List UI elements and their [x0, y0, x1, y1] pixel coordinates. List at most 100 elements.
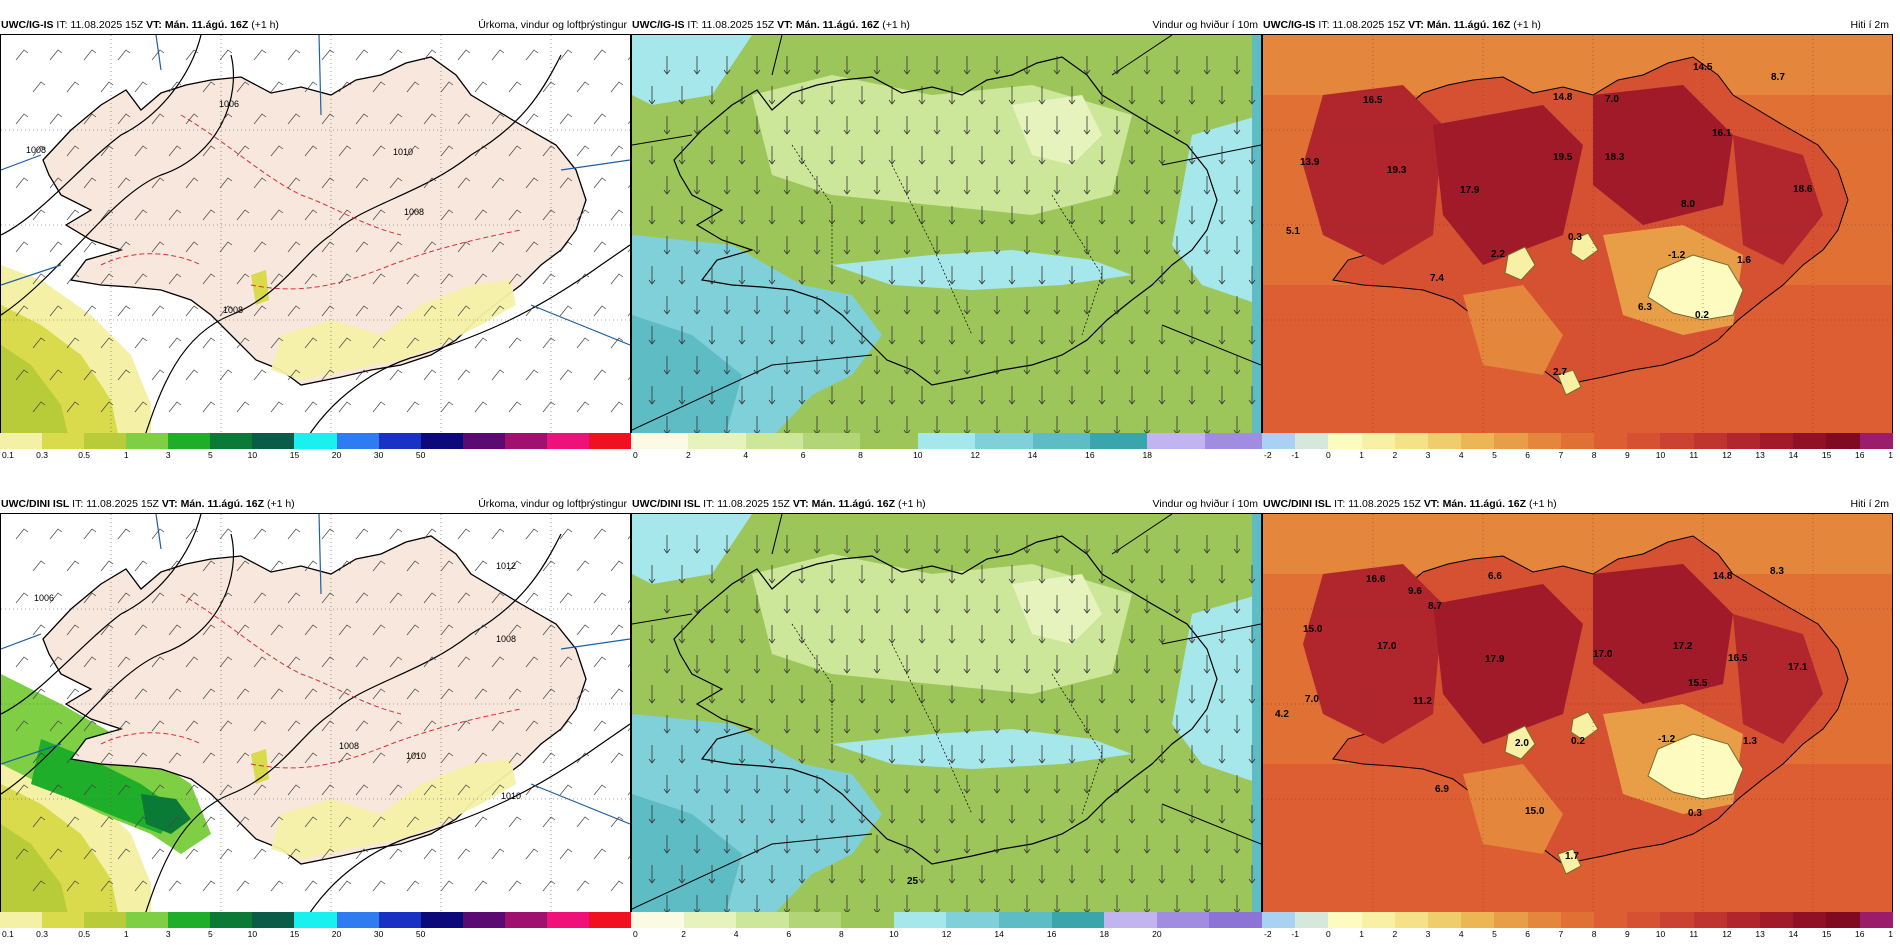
colorbar-swatch — [841, 912, 894, 928]
colorbar-tick-label: 6 — [1525, 450, 1531, 460]
colorbar-tick-label: 10 — [247, 450, 258, 460]
it-prefix: IT: — [56, 19, 71, 31]
colorbar-swatch — [1793, 912, 1827, 928]
colorbar-swatch — [1494, 912, 1528, 928]
temperature-label: 7.0 — [1605, 94, 1619, 105]
panel-title: Úrkoma, vindur og loftþrýstingur — [478, 498, 627, 510]
colorbar-tick-label: 5 — [207, 929, 213, 939]
temperature-label: 7.0 — [1305, 694, 1319, 705]
colorbar-tick-label: -1 — [1291, 450, 1299, 460]
colorbar-tick-label: 0 — [1326, 929, 1331, 939]
colorbar-swatch — [999, 912, 1052, 928]
temp-colorbar-ticks: -2-1012345678910111213141516171819 — [1262, 450, 1893, 462]
colorbar-tick-label: 20 — [1152, 929, 1162, 939]
temperature-label: 6.3 — [1638, 302, 1652, 313]
precip-colorbar-ticks: 0.1 0.3 0.5 1 3 5 10 15 20 30 50 — [0, 929, 631, 941]
precip-map[interactable]: 1006 1008 1008 1010 1012 1010 — [0, 513, 631, 928]
colorbar-swatch — [210, 912, 253, 928]
colorbar-swatch — [1361, 912, 1395, 928]
colorbar-tick-label: 20 — [331, 929, 342, 939]
model-name: UWC/DINI ISL — [632, 498, 701, 510]
temperature-label: 15.0 — [1303, 624, 1323, 635]
temperature-label: 19.3 — [1387, 165, 1407, 176]
colorbar-tick-label: 12 — [970, 450, 980, 460]
model-name: UWC/IG-IS — [632, 19, 685, 31]
temperature-label: 17.1 — [1788, 662, 1808, 673]
temperature-label: 18.6 — [1793, 184, 1813, 195]
graticule — [1263, 514, 1892, 927]
temperature-label: 5.1 — [1286, 226, 1300, 237]
colorbar-swatch — [168, 912, 211, 928]
init-time: 11.08.2025 15Z — [1348, 498, 1421, 510]
temperature-label: 13.9 — [1300, 157, 1320, 168]
colorbar-tick-label: 0.5 — [78, 929, 91, 939]
colorbar-swatch — [546, 912, 589, 928]
colorbar-swatch — [1793, 433, 1827, 449]
colorbar-swatch — [1361, 433, 1395, 449]
temp-map[interactable]: 16.5 14.5 8.7 14.8 7.0 16.1 13.9 19.3 19.5 18.3 17… — [1262, 34, 1893, 449]
colorbar-swatch — [1660, 912, 1694, 928]
colorbar-swatch — [1826, 433, 1860, 449]
colorbar-swatch — [1693, 912, 1727, 928]
colorbar-tick-label: 4 — [1458, 450, 1464, 460]
isobar-label: 1010 — [406, 751, 426, 761]
temp-map[interactable]: 16.6 9.6 6.6 14.8 8.3 15.0 8.7 17.0 17.2 17.9 17.0… — [1262, 513, 1893, 928]
model-name: UWC/DINI ISL — [1, 498, 70, 510]
colorbar-swatch — [1394, 433, 1429, 449]
vt-prefix: VT: — [161, 498, 178, 510]
colorbar-swatch — [462, 433, 505, 449]
colorbar-tick-label: 4 — [1458, 929, 1464, 939]
colorbar-swatch — [1560, 912, 1595, 928]
colorbar-tick-label: 1 — [1359, 450, 1364, 460]
init-time: 11.08.2025 15Z — [86, 498, 159, 510]
colorbar-swatch — [168, 433, 211, 449]
colorbar-swatch — [1594, 433, 1628, 449]
temperature-label: 0.3 — [1568, 232, 1582, 243]
it-prefix: IT: — [72, 498, 87, 510]
colorbar-swatch — [1089, 433, 1148, 449]
colorbar-swatch — [1760, 912, 1794, 928]
colorbar-tick-label: 7 — [1558, 450, 1564, 460]
precip-colorbar — [0, 912, 631, 928]
temperature-label: 18.3 — [1605, 152, 1625, 163]
precip-map-canvas: 1006 1008 1008 1010 1008 — [1, 35, 630, 448]
colorbar-tick-label: 13 — [1755, 450, 1765, 460]
colorbar-tick-label: 0 — [633, 450, 638, 460]
map-background — [632, 514, 1261, 927]
colorbar-tick-label: 14 — [1788, 929, 1799, 939]
temperature-label: 17.2 — [1673, 641, 1693, 652]
graticule — [1263, 35, 1892, 448]
temperature-label: 17.9 — [1460, 185, 1480, 196]
temperature-label: -1.2 — [1658, 734, 1676, 745]
colorbar-swatch — [1394, 912, 1429, 928]
colorbar-swatch — [0, 433, 43, 449]
colorbar-swatch — [631, 433, 689, 449]
colorbar-swatch — [126, 433, 169, 449]
panel-header: UWC/DINI ISL IT: 11.08.2025 15Z VT: Mán.… — [0, 495, 631, 513]
model-name: UWC/DINI ISL — [1263, 498, 1332, 510]
colorbar-swatch — [252, 912, 295, 928]
colorbar-tick-label: 14 — [1788, 450, 1799, 460]
colorbar-swatch — [252, 433, 295, 449]
temperature-label: 7.4 — [1430, 273, 1444, 284]
wind-map[interactable]: 25 — [631, 513, 1262, 928]
colorbar-tick-label: 11 — [1689, 929, 1699, 939]
colorbar-tick-label: 6 — [786, 929, 792, 939]
colorbar-tick-label: 30 — [373, 450, 384, 460]
colorbar-tick-label: 18 — [1142, 450, 1152, 460]
panel-header: UWC/IG-IS IT: 11.08.2025 15Z VT: Mán. 11… — [631, 16, 1262, 34]
wind-colorbar — [631, 433, 1262, 449]
precip-colorbar-ticks: 0.1 0.3 0.5 1 3 5 10 15 20 30 50 — [0, 450, 631, 462]
map-background — [1, 35, 630, 448]
precip-map[interactable]: 1006 1008 1008 1010 1008 — [0, 34, 631, 449]
isobar-label: 1008 — [339, 741, 359, 751]
colorbar-swatch — [1295, 912, 1329, 928]
colorbar-tick-label: -2 — [1264, 929, 1272, 939]
valid-time: Mán. 11.ágú. 16Z — [180, 498, 265, 510]
colorbar-tick-label: 8 — [1591, 450, 1597, 460]
wind-map[interactable] — [631, 34, 1262, 449]
wind-arrows — [648, 56, 1256, 435]
dashed-contours — [100, 114, 522, 290]
temperature-label: 0.2 — [1695, 310, 1709, 321]
admin-lines — [632, 514, 1261, 910]
